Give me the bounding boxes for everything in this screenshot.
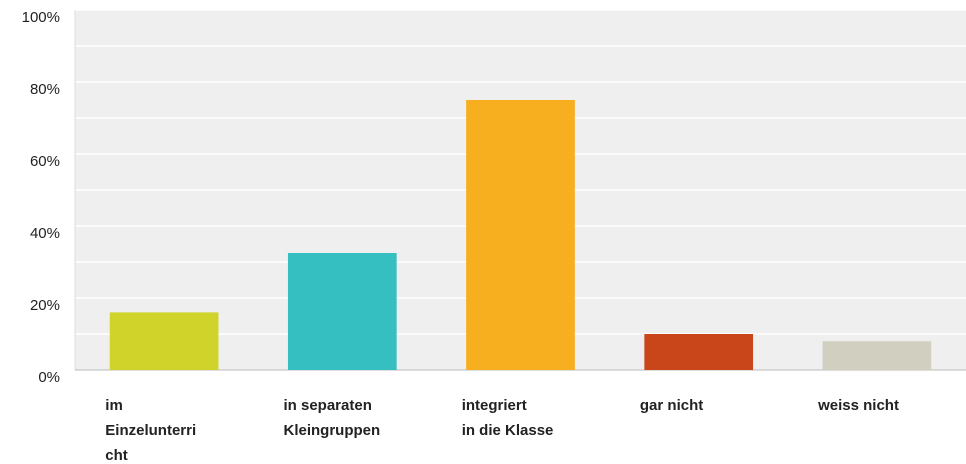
x-tick-label: im: [105, 397, 123, 414]
x-tick-label: gar nicht: [640, 397, 703, 414]
y-tick-label: 40%: [30, 225, 60, 242]
y-tick-label: 60%: [30, 153, 60, 170]
x-tick-label: Einzelunterri: [105, 422, 196, 439]
bar: [822, 341, 932, 370]
y-tick-label: 100%: [22, 9, 60, 26]
x-tick-label: weiss nicht: [817, 397, 899, 414]
y-tick-label: 20%: [30, 297, 60, 314]
x-tick-label: cht: [105, 447, 128, 464]
x-tick-label: in die Klasse: [462, 422, 554, 439]
x-tick-label: Kleingruppen: [283, 422, 380, 439]
x-tick-label: integriert: [462, 397, 527, 414]
x-tick-label: in separaten: [283, 397, 371, 414]
bar: [466, 100, 575, 370]
bar: [644, 334, 754, 370]
y-tick-label: 80%: [30, 81, 60, 98]
bar: [109, 312, 219, 370]
y-tick-label: 0%: [38, 369, 60, 386]
bar: [287, 253, 397, 370]
